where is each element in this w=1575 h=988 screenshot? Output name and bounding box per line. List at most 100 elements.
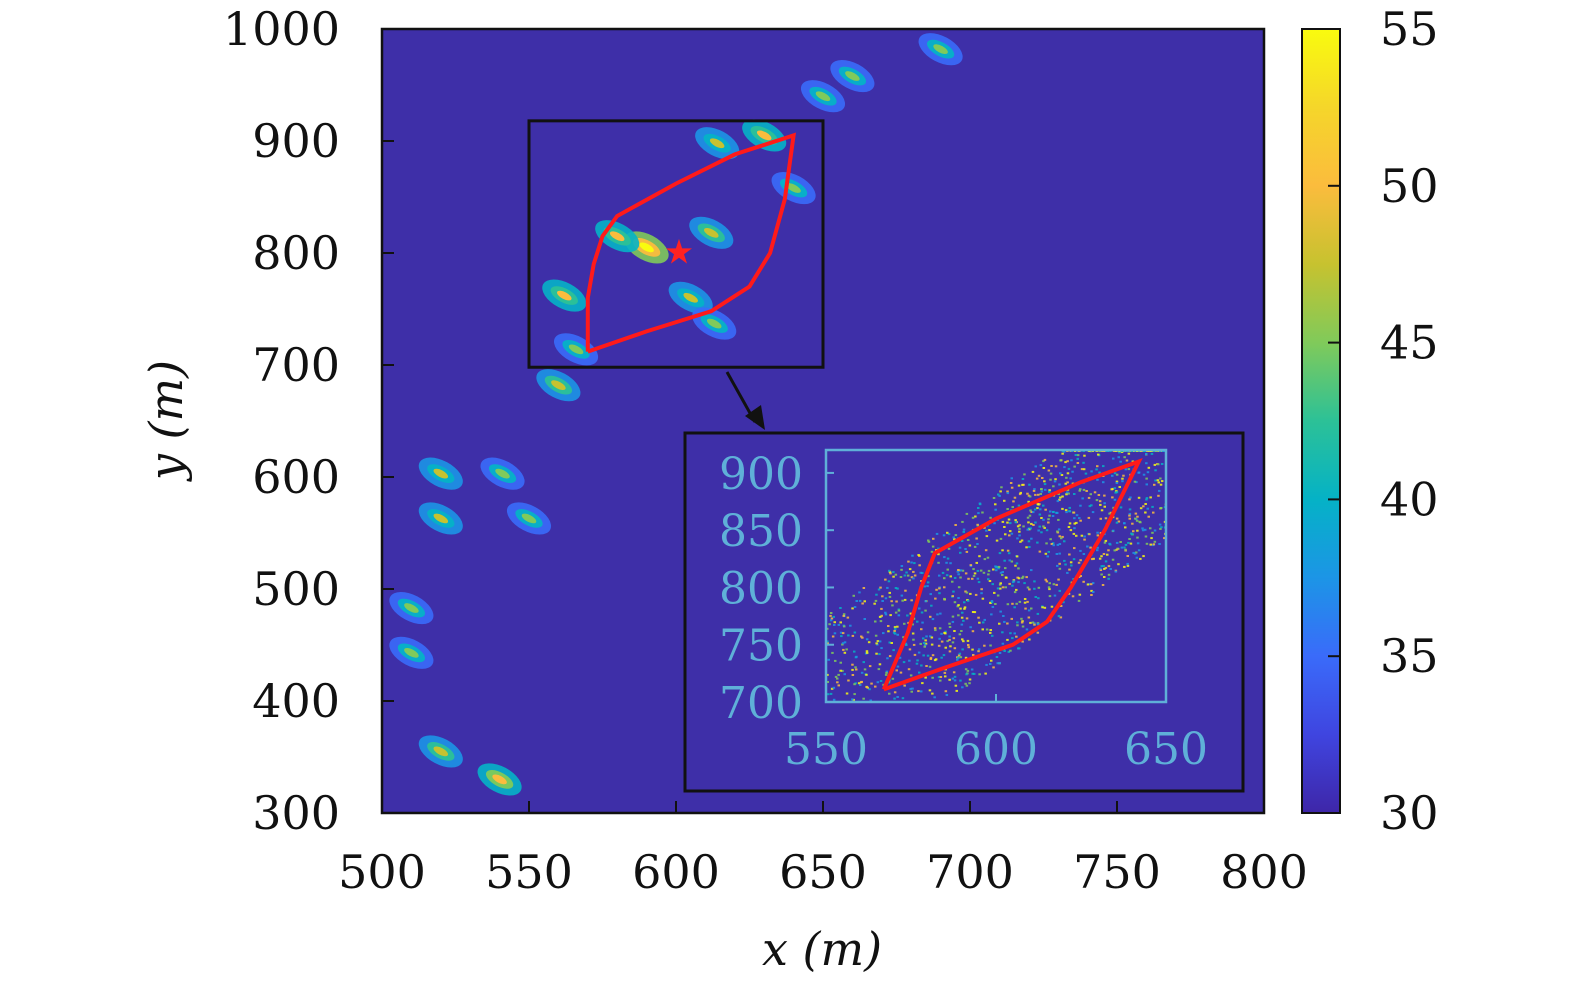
inset-speck	[961, 638, 964, 641]
inset-speck	[829, 614, 832, 617]
inset-speck	[937, 561, 940, 564]
inset-speck	[995, 569, 998, 572]
inset-speck	[993, 522, 996, 525]
inset-speck	[902, 661, 906, 664]
inset-speck	[1115, 480, 1119, 483]
inset-speck	[1042, 504, 1045, 507]
inset-speck	[1016, 525, 1020, 528]
inset-speck	[826, 640, 829, 643]
inset-speck	[912, 638, 915, 641]
inset-speck	[1073, 547, 1076, 550]
inset-speck	[1133, 480, 1137, 483]
inset-speck	[1004, 533, 1007, 536]
inset-speck	[878, 663, 882, 666]
inset-speck	[1126, 562, 1129, 565]
inset-speck	[1072, 532, 1076, 535]
inset-speck	[959, 569, 963, 572]
inset-speck	[1060, 474, 1064, 476]
inset-speck	[924, 600, 927, 603]
inset-speck	[991, 606, 995, 608]
x-axis-label: x (m)	[762, 922, 882, 976]
inset-speck	[981, 597, 985, 600]
inset-speck	[1059, 616, 1063, 619]
inset-speck	[948, 638, 951, 641]
inset-speck	[1145, 453, 1148, 455]
inset-speck	[1018, 524, 1021, 527]
inset-speck	[937, 676, 941, 679]
inset-boundary-path	[881, 457, 1143, 692]
inset-speck	[1058, 589, 1061, 592]
inset-speck	[858, 599, 862, 602]
inset-speck	[1153, 483, 1156, 486]
inset-speck	[1128, 517, 1131, 520]
inset-speck	[1058, 543, 1062, 545]
inset-speck	[913, 562, 916, 565]
inset-speck	[1015, 588, 1018, 591]
inset-speck	[1011, 637, 1014, 640]
inset-speck	[927, 540, 931, 543]
inset-speck	[1064, 482, 1067, 485]
inset-speck	[953, 679, 957, 682]
inset-speck	[1044, 552, 1048, 555]
inset-speck	[1111, 496, 1114, 499]
inset-speck	[961, 611, 964, 614]
inset-speck	[1097, 494, 1101, 496]
inset-speck	[964, 548, 967, 550]
inset-speck	[983, 644, 986, 647]
inset-speck	[938, 627, 942, 630]
inset-speck	[895, 600, 898, 603]
inset-speck	[989, 644, 992, 647]
inset-speck	[1018, 527, 1021, 530]
inset-speck	[1100, 573, 1103, 576]
inset-speck	[1004, 576, 1008, 579]
inset-speck	[1063, 559, 1066, 562]
inset-speck	[948, 635, 951, 638]
inset-speck	[957, 614, 960, 617]
inset-speck	[1047, 521, 1050, 524]
inset-speck	[1087, 496, 1091, 499]
inset-speck	[953, 647, 957, 650]
inset-speck	[920, 664, 923, 667]
inset-speck	[989, 663, 992, 665]
inset-speck	[929, 615, 932, 618]
inset-speck	[842, 648, 845, 651]
inset-speck	[1056, 543, 1060, 546]
inset-speck	[1047, 550, 1050, 553]
inset-speck	[967, 577, 970, 580]
inset-speck	[920, 580, 923, 582]
inset-speck	[1023, 601, 1027, 604]
inset-speck	[929, 635, 932, 638]
inset-speck	[1067, 526, 1071, 528]
inset-speck	[931, 654, 935, 657]
inset-speck	[1019, 540, 1022, 543]
hotspot-core	[704, 227, 719, 238]
inset-speck	[1049, 472, 1053, 475]
inset-speck	[1103, 576, 1106, 578]
hotspot-core	[786, 183, 801, 193]
inset-speck	[932, 537, 935, 540]
inset-speck	[881, 595, 884, 598]
inset-speck	[980, 588, 983, 591]
inset-speck	[829, 619, 833, 622]
inset-speck	[826, 673, 829, 676]
inset-speck	[1016, 621, 1019, 624]
inset-speck	[1146, 471, 1150, 474]
inset-speck	[1142, 505, 1145, 508]
heatmap-hotspot	[800, 80, 846, 113]
inset-speck	[1022, 525, 1025, 528]
inset-speck	[1056, 511, 1059, 514]
inset-speck	[1157, 463, 1160, 466]
inset-speck	[1128, 508, 1132, 511]
inset-speck	[1115, 521, 1119, 524]
inset-speck	[1098, 471, 1101, 474]
inset-speck	[868, 665, 872, 668]
inset-speck	[974, 593, 978, 596]
colorbar-gradient	[1301, 28, 1341, 814]
inset-speck	[1099, 503, 1102, 506]
inset-speck	[973, 572, 977, 575]
inset-speck	[895, 669, 898, 672]
inset-speck	[1034, 521, 1037, 524]
inset-speck	[929, 593, 932, 596]
inset-speck	[1048, 595, 1052, 598]
inset-speck	[882, 632, 885, 635]
